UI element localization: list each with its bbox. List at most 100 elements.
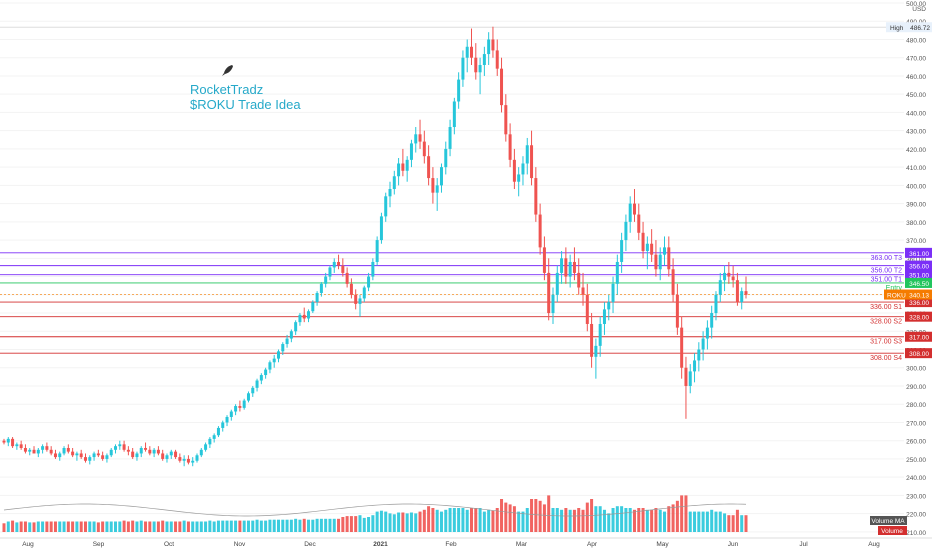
candle-body: [521, 163, 525, 175]
candle-body: [49, 449, 53, 454]
volume-bar: [126, 521, 130, 532]
candle-body: [594, 345, 598, 357]
volume-bar: [229, 520, 233, 532]
candle-body: [620, 240, 624, 262]
volume-bar: [650, 509, 654, 532]
volume-bar: [109, 521, 113, 532]
candle-body: [577, 272, 581, 288]
volume-bar: [637, 508, 641, 532]
volume-tag-label: Volume: [881, 528, 903, 535]
volume-bar: [379, 510, 383, 532]
candle-body: [551, 294, 555, 314]
candle-body: [148, 449, 152, 454]
candle-body: [276, 351, 280, 359]
candle-body: [75, 453, 79, 456]
volume-bar: [144, 521, 148, 532]
volume-bar: [199, 521, 203, 532]
volume-bar: [6, 521, 10, 532]
volume-bar: [414, 513, 418, 532]
level-axis-tag: [905, 277, 932, 288]
candle-body: [156, 449, 160, 454]
volume-bar: [186, 521, 190, 532]
volume-bar: [66, 521, 70, 532]
candle-body: [512, 159, 516, 182]
volume-bar: [568, 509, 572, 532]
candle-body: [41, 446, 45, 450]
candle-body: [414, 134, 418, 144]
candle-body: [105, 455, 109, 459]
candle-body: [650, 243, 654, 255]
time-tick-label: Sep: [93, 541, 105, 548]
candle-body: [225, 416, 229, 423]
candle-body: [246, 393, 250, 401]
candle-body: [354, 294, 358, 304]
price-tick-label: 400.00: [906, 183, 926, 190]
volume-bar: [658, 509, 662, 532]
level-axis-tag: [905, 260, 932, 271]
candle-body: [371, 261, 375, 277]
volume-bar: [298, 519, 302, 532]
volume-bar: [620, 506, 624, 532]
candle-body: [66, 447, 70, 452]
volume-bar: [311, 519, 315, 532]
volume-bar: [517, 511, 521, 532]
candle-body: [590, 323, 594, 357]
price-tick-label: 470.00: [906, 56, 926, 63]
volume-bar: [564, 508, 568, 532]
candle-body: [191, 460, 195, 463]
candle-body: [547, 272, 551, 314]
candle-body: [251, 387, 255, 394]
candle-body: [564, 258, 568, 277]
volume-bar: [512, 506, 516, 532]
candle-body: [88, 457, 92, 461]
volume-bar: [534, 499, 538, 532]
price-tick-label: 460.00: [906, 74, 926, 81]
candle-body: [663, 247, 667, 255]
volume-bar: [504, 502, 508, 532]
candle-body: [358, 298, 362, 304]
volume-bar: [156, 521, 160, 532]
volume-bar: [294, 518, 298, 532]
volume-ma-tag: [870, 516, 907, 525]
candle-body: [367, 276, 371, 288]
candle-body: [221, 422, 225, 428]
candle-body: [517, 174, 521, 182]
volume-bar: [92, 521, 96, 532]
volume-bar: [178, 521, 182, 532]
level-label: 317.00 S3: [870, 339, 902, 346]
volume-bar: [384, 511, 388, 532]
volume-bar: [41, 521, 45, 532]
candle-body: [101, 455, 105, 459]
candle-body: [397, 163, 401, 177]
volume-bar: [632, 509, 636, 532]
level-axis-tag-label: 356.00: [909, 264, 929, 271]
volume-bar: [375, 511, 379, 532]
volume-bar: [105, 521, 109, 532]
volume-bar: [62, 521, 66, 532]
idea-annotation: RocketTradz $ROKU Trade Idea: [190, 82, 301, 112]
candle-body: [324, 276, 328, 284]
candle-body: [474, 57, 478, 73]
candle-body: [641, 232, 645, 252]
candle-body: [418, 134, 422, 142]
candle-body: [259, 375, 263, 381]
volume-bar: [251, 520, 255, 532]
volume-bar: [551, 508, 555, 532]
volume-bar: [371, 515, 375, 532]
level-axis-tag-label: 317.00: [909, 335, 929, 342]
candle-body: [118, 444, 122, 447]
candle-body: [302, 314, 306, 319]
time-axis[interactable]: Aug Sep Oct Nov Dec 2021 Feb Mar Apr May Jun Jul Aug: [0, 537, 932, 548]
idea-title: $ROKU Trade Idea: [190, 97, 301, 112]
candle-body: [560, 258, 564, 273]
volume-bar: [49, 521, 53, 532]
candle-body: [457, 79, 461, 102]
volume-bar: [272, 519, 276, 532]
candle-body: [92, 453, 96, 458]
candle-body: [675, 294, 679, 328]
volume-bar: [422, 509, 426, 532]
candle-body: [109, 449, 113, 456]
